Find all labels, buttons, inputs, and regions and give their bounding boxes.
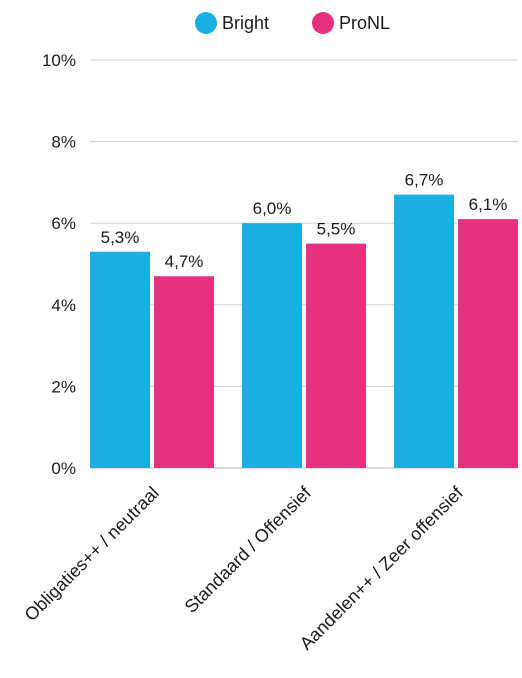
- bars: [90, 194, 518, 468]
- y-tick-label: 6%: [51, 214, 76, 233]
- x-axis-category-labels: Obligaties++ / neutraal Standaard / Offen…: [21, 482, 468, 654]
- y-tick-label: 10%: [42, 51, 76, 70]
- y-tick-label: 8%: [51, 133, 76, 152]
- y-tick-label: 0%: [51, 459, 76, 478]
- category-label: Standaard / Offensief: [181, 482, 316, 617]
- category-label: Aandelen++ / Zeer offensief: [296, 482, 468, 654]
- legend: Bright ProNL: [195, 12, 390, 34]
- data-labels: 5,3% 4,7% 6,0% 5,5% 6,7% 6,1%: [101, 171, 508, 272]
- legend-swatch-pronl: [312, 12, 334, 34]
- bar-bright-1: [90, 251, 150, 468]
- bar-pronl-1: [154, 276, 214, 468]
- legend-label-pronl: ProNL: [339, 13, 390, 33]
- data-label-pronl-3: 6,1%: [469, 195, 508, 214]
- data-label-bright-1: 5,3%: [101, 228, 140, 247]
- legend-label-bright: Bright: [222, 13, 269, 33]
- bar-pronl-3: [458, 219, 518, 468]
- data-label-pronl-1: 4,7%: [165, 252, 204, 271]
- category-label: Obligaties++ / neutraal: [21, 483, 163, 625]
- y-tick-label: 4%: [51, 296, 76, 315]
- y-tick-label: 2%: [51, 377, 76, 396]
- data-label-bright-2: 6,0%: [253, 199, 292, 218]
- bar-pronl-2: [306, 243, 366, 468]
- y-axis-tick-labels: 0% 2% 4% 6% 8% 10%: [42, 51, 76, 478]
- data-label-pronl-2: 5,5%: [317, 220, 356, 239]
- data-label-bright-3: 6,7%: [405, 171, 444, 190]
- bar-bright-3: [394, 194, 454, 468]
- legend-swatch-bright: [195, 12, 217, 34]
- bar-bright-2: [242, 223, 302, 468]
